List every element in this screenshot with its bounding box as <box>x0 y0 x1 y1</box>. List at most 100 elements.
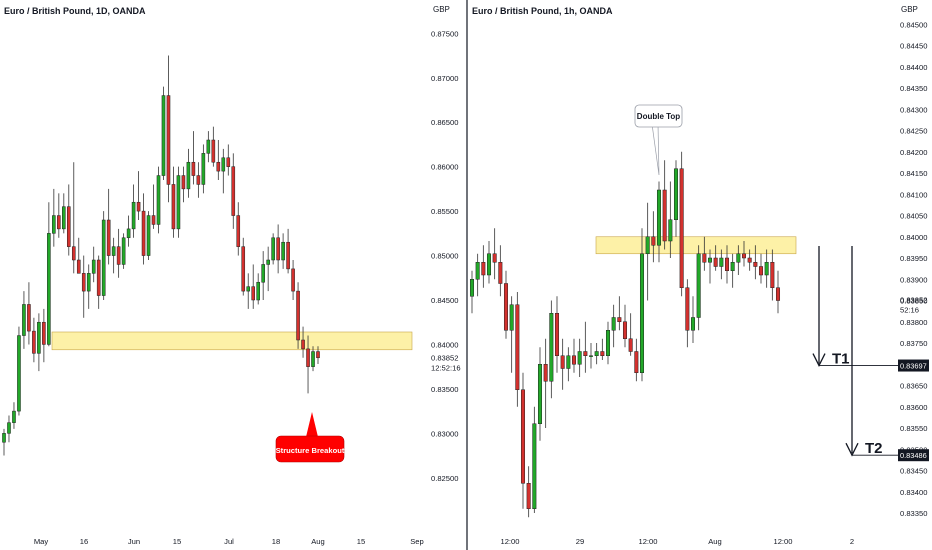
candle-body <box>498 262 503 284</box>
candle <box>741 241 747 267</box>
price-tick-label: 0.87000 <box>431 74 458 83</box>
price-tick-label: 0.83500 <box>431 385 458 394</box>
candle-body <box>47 233 51 345</box>
candle-body <box>594 351 599 356</box>
structure-breakout-callout[interactable]: Structure Breakout <box>276 412 345 463</box>
candle <box>276 224 280 274</box>
candle-body <box>116 246 121 265</box>
candle-body <box>764 262 769 276</box>
candle-body <box>196 175 201 185</box>
double-top-callout[interactable]: Double Top <box>634 104 683 176</box>
candle-body <box>271 237 275 261</box>
candle <box>296 282 300 349</box>
candle-body <box>696 253 701 318</box>
candle-body <box>481 262 486 276</box>
hourly-currency-label: GBP <box>901 5 918 14</box>
candle-body <box>628 338 633 352</box>
daily-support-zone[interactable] <box>51 331 413 351</box>
candle-body <box>221 157 226 172</box>
candle <box>611 304 616 348</box>
candle-body <box>645 236 650 254</box>
price-tick-label: 0.83400 <box>900 488 927 497</box>
target-t1[interactable]: T1 0.83697 <box>812 246 929 372</box>
hourly-resistance-zone[interactable] <box>595 236 797 255</box>
candle-body <box>549 313 554 382</box>
candle-body <box>141 210 146 256</box>
candle <box>236 202 241 256</box>
candle <box>12 402 16 429</box>
candle <box>679 151 684 297</box>
price-tick-label: 0.84000 <box>900 233 927 242</box>
candle <box>481 245 486 288</box>
candle <box>316 346 320 364</box>
candle-body <box>770 262 775 288</box>
candle <box>156 166 161 234</box>
candle-body <box>316 351 320 359</box>
candle-body <box>256 281 260 301</box>
candle <box>520 372 526 509</box>
candle-body <box>2 433 6 443</box>
candle <box>764 249 769 288</box>
candle-body <box>81 273 86 292</box>
candle <box>91 246 96 283</box>
price-tick-label: 0.86000 <box>431 163 458 172</box>
target-t2[interactable]: T2 0.83486 <box>845 246 929 462</box>
hourly-candles <box>469 151 781 518</box>
time-tick-label: 15 <box>357 537 365 546</box>
candle-body <box>216 161 221 172</box>
time-tick-label: 15 <box>173 537 181 546</box>
candle-body <box>301 339 305 350</box>
price-tick-label: 0.84000 <box>431 340 458 349</box>
candle <box>537 347 543 441</box>
candle-body <box>286 241 290 270</box>
candle <box>86 264 91 309</box>
candle <box>256 273 260 305</box>
candle-body <box>690 317 696 331</box>
candle-body <box>121 237 126 265</box>
candle-body <box>156 175 161 225</box>
time-tick-label: Aug <box>311 537 325 546</box>
candle-body <box>486 253 492 276</box>
candle <box>186 148 191 198</box>
candle <box>758 253 764 284</box>
target-label: T2 <box>865 440 883 457</box>
price-tick-label: 0.84400 <box>900 63 927 72</box>
candle <box>509 296 514 373</box>
daily-time-axis: May 16 Jun 15 Jul 18 Aug 15 Sep <box>34 537 424 546</box>
candle-body <box>57 215 61 230</box>
price-tick-label: 0.83350 <box>900 509 927 518</box>
candle-body <box>775 287 781 301</box>
price-tick-label: 0.83650 <box>900 382 927 391</box>
candle-body <box>37 321 41 354</box>
candle-body <box>62 206 66 230</box>
candle <box>126 215 131 247</box>
candle <box>622 304 628 348</box>
target-price-badge <box>898 359 929 372</box>
candle <box>685 279 690 348</box>
candle <box>57 193 61 238</box>
price-tick-label: 0.83550 <box>900 424 927 433</box>
candle-body <box>146 215 151 256</box>
candle-body <box>76 259 81 274</box>
candle <box>577 338 582 377</box>
candle <box>605 321 611 365</box>
time-tick-label: 2 <box>850 537 854 546</box>
candle <box>7 415 11 443</box>
candle-body <box>176 175 181 230</box>
price-tick-label: 0.84450 <box>900 42 927 51</box>
price-tick-label: 0.84350 <box>900 84 927 93</box>
candle <box>503 270 509 339</box>
candle <box>251 264 256 309</box>
candle <box>241 237 246 296</box>
candle-body <box>306 348 310 367</box>
daily-candles <box>2 55 320 456</box>
price-tick-label: 0.85500 <box>431 207 458 216</box>
hourly-time-axis: 12:00 29 12:00 Aug 12:00 2 <box>500 537 854 546</box>
candle <box>673 160 679 237</box>
candle-body <box>181 175 186 190</box>
candle-body <box>22 304 26 336</box>
candle <box>532 406 537 513</box>
price-tick-label: 0.83850 <box>900 297 927 306</box>
candle-body <box>605 330 611 356</box>
candle-body <box>27 304 31 332</box>
